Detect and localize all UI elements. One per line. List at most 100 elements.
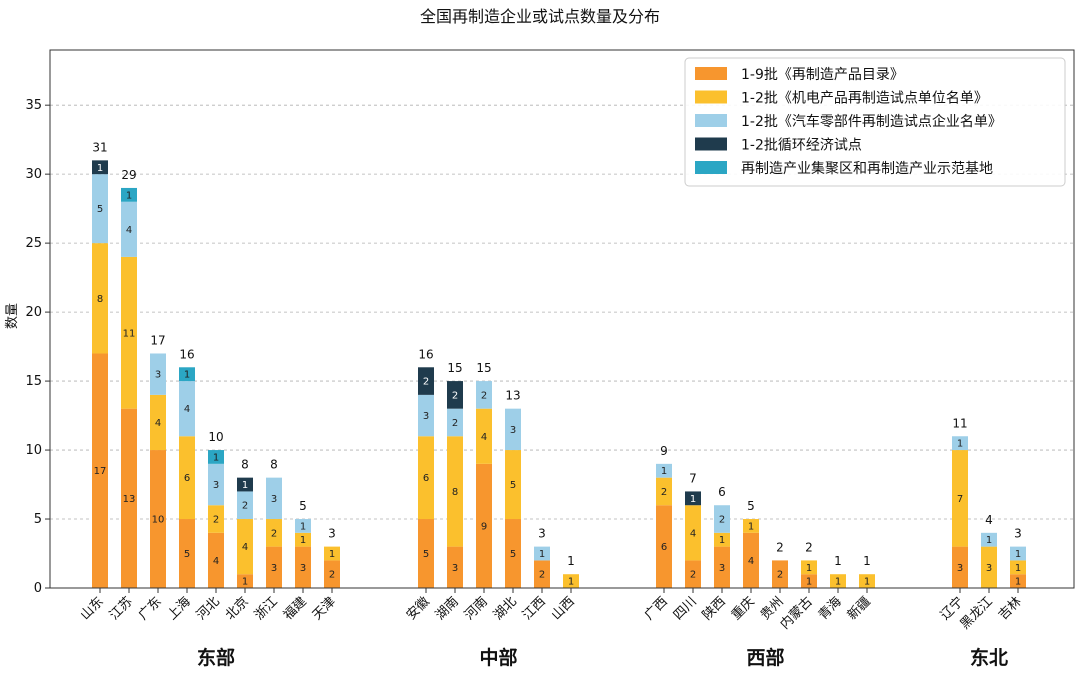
bar-total-label: 16 xyxy=(179,347,194,361)
x-tick-label: 黑龙江 xyxy=(958,594,996,632)
segment-value-label: 3 xyxy=(213,480,219,491)
bar-segment xyxy=(534,560,550,588)
segment-value-label: 1 xyxy=(690,494,696,505)
segment-value-label: 7 xyxy=(957,494,963,505)
y-tick-label: 35 xyxy=(25,98,42,113)
bar-segment xyxy=(266,546,282,588)
segment-value-label: 8 xyxy=(97,294,103,305)
x-tick-label: 江苏 xyxy=(106,594,136,624)
x-tick-label: 北京 xyxy=(223,594,252,623)
bar-segment xyxy=(563,574,579,588)
segment-value-label: 1 xyxy=(568,577,574,588)
segment-value-label: 1 xyxy=(184,370,190,381)
bar-segment xyxy=(772,560,788,588)
segment-value-label: 2 xyxy=(661,487,667,498)
bar-segment xyxy=(150,353,166,395)
segment-value-label: 1 xyxy=(329,549,335,560)
bar-segment xyxy=(447,546,463,588)
bar-segment xyxy=(418,519,434,588)
bar-segment xyxy=(92,160,108,175)
x-tick-label: 内蒙古 xyxy=(777,594,816,633)
segment-value-label: 3 xyxy=(719,563,725,574)
bar-segment xyxy=(179,367,195,382)
y-tick-label: 10 xyxy=(25,443,42,458)
x-tick-label: 湖北 xyxy=(491,594,520,623)
legend-entry: 1-9批《再制造产品目录》 xyxy=(741,67,904,83)
bar-total-label: 1 xyxy=(863,554,871,568)
bar-segment xyxy=(714,505,730,533)
segment-value-label: 1 xyxy=(957,439,963,450)
y-axis-label: 数量 xyxy=(5,303,20,329)
bar-segment xyxy=(830,574,846,588)
x-axis-ticks: 山东 江苏 广东 上海 河北 北京 浙江 福建 天津 安徽 湖南 河南 湖北 江西 山西 广西 四川 陕西 重庆 贵州… xyxy=(78,588,1025,632)
segment-value-label: 4 xyxy=(213,556,219,567)
bar-segment xyxy=(150,450,166,588)
bar-segment xyxy=(476,381,492,409)
bar-total-label: 29 xyxy=(121,168,136,182)
y-tick-label: 0 xyxy=(34,581,42,596)
bar-segment xyxy=(656,505,672,588)
bar-segment xyxy=(150,394,166,451)
bar-segment xyxy=(801,560,817,575)
x-tick-label: 河南 xyxy=(461,594,491,624)
bar-segment xyxy=(743,532,759,588)
segment-value-label: 4 xyxy=(242,542,248,553)
bar-segment xyxy=(237,574,253,588)
bar-total-label: 8 xyxy=(241,458,249,472)
bar-segment xyxy=(179,436,195,520)
bar-segment xyxy=(801,574,817,588)
bar-segment xyxy=(266,519,282,547)
bar-segment xyxy=(952,436,968,451)
y-tick-label: 30 xyxy=(25,167,42,182)
segment-value-label: 2 xyxy=(242,501,248,512)
bar-segment xyxy=(237,477,253,492)
segment-value-label: 5 xyxy=(510,549,516,560)
x-tick-label: 山西 xyxy=(549,594,578,623)
bar-segment xyxy=(685,505,701,561)
bar-segment xyxy=(179,381,195,437)
legend-swatch xyxy=(695,161,727,174)
segment-value-label: 1 xyxy=(242,480,248,491)
legend-entry: 1-2批循环经济试点 xyxy=(741,138,862,154)
chart-title: 全国再制造企业或试点数量及分布 xyxy=(420,7,660,26)
bar-segment xyxy=(208,450,224,464)
bar-total-label: 15 xyxy=(447,361,462,375)
segment-value-label: 2 xyxy=(271,528,277,539)
bar-segment xyxy=(685,491,701,506)
segment-value-label: 1 xyxy=(1015,563,1021,574)
segment-value-label: 10 xyxy=(152,515,165,526)
bar-segment xyxy=(447,381,463,409)
x-tick-label: 吉林 xyxy=(996,594,1025,623)
segment-value-label: 1 xyxy=(97,163,103,174)
x-tick-label: 天津 xyxy=(310,594,339,623)
segment-value-label: 4 xyxy=(690,528,696,539)
legend: 1-9批《再制造产品目录》 1-2批《机电产品再制造试点单位名单》 1-2批《汽车零… xyxy=(684,57,1066,187)
x-tick-label: 青海 xyxy=(816,594,845,623)
segment-value-label: 3 xyxy=(271,563,277,574)
bar-total-label: 5 xyxy=(299,499,307,513)
bar-total-label: 3 xyxy=(538,527,546,541)
segment-value-label: 1 xyxy=(806,563,812,574)
legend-entry: 1-2批《机电产品再制造试点单位名单》 xyxy=(741,91,988,107)
segment-value-label: 1 xyxy=(242,577,248,588)
legend-swatch xyxy=(695,67,727,80)
x-tick-label: 河北 xyxy=(194,594,223,623)
segment-value-label: 2 xyxy=(452,418,458,429)
segment-value-label: 3 xyxy=(155,370,161,381)
segment-value-label: 2 xyxy=(719,515,725,526)
y-axis-ticks: 0 5 10 15 20 25 30 35 xyxy=(25,98,50,596)
segment-value-label: 2 xyxy=(539,570,545,581)
bar-segment xyxy=(324,546,340,561)
region-group-labels: 东部 中部 西部 东北 xyxy=(197,646,1008,669)
bar-segment xyxy=(92,353,108,588)
bar-segment xyxy=(237,519,253,575)
segment-value-label: 1 xyxy=(213,452,219,463)
bar-segment xyxy=(505,408,521,451)
segment-value-label: 4 xyxy=(481,432,487,443)
segment-value-label: 1 xyxy=(300,521,306,532)
segment-value-label: 2 xyxy=(452,390,458,401)
segment-value-label: 2 xyxy=(329,570,335,581)
x-tick-label: 浙江 xyxy=(252,594,281,623)
bar-segment xyxy=(121,201,137,257)
